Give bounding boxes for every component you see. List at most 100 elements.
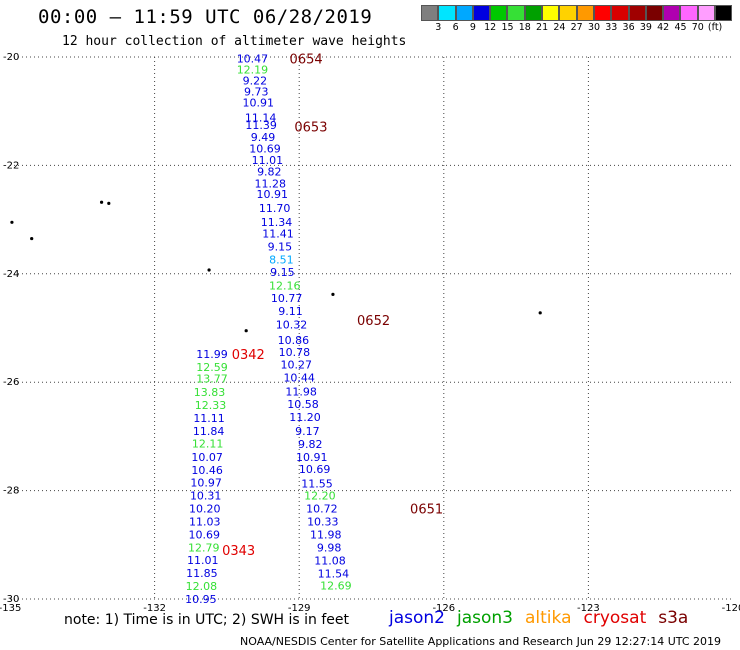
island-marker: [107, 201, 111, 205]
swh-label: 10.31: [190, 489, 222, 502]
swh-label: 13.83: [194, 386, 226, 399]
swh-label: 12.59: [196, 361, 228, 374]
swh-label: 10.32: [276, 319, 308, 332]
legend-label: 9: [469, 22, 476, 33]
swh-label: 11.28: [255, 177, 287, 190]
legend-label: 42: [657, 22, 670, 33]
y-tick-label: -28: [3, 486, 19, 497]
legend-label: 12: [484, 22, 497, 33]
legend-swatch: [507, 5, 525, 21]
legend-swatch: [472, 5, 491, 21]
pass-time-label: 0343: [222, 544, 255, 559]
swh-label: 9.82: [257, 165, 282, 178]
swh-label: 10.27: [281, 358, 313, 371]
legend-label: 33: [605, 22, 618, 33]
swh-label: 11.34: [261, 216, 293, 229]
swh-label: 10.77: [271, 292, 303, 305]
legend-label: 45: [674, 22, 687, 33]
swh-label: 12.69: [320, 579, 352, 592]
legend-label: 30: [587, 22, 601, 33]
swh-label: 9.82: [298, 438, 323, 451]
legend-swatch: [421, 5, 439, 21]
swh-label: 13.77: [196, 372, 228, 385]
chart-title: 00:00 – 11:59 UTC 06/28/2019: [38, 6, 373, 28]
swh-label: 11.20: [289, 411, 321, 424]
legend-label: 3: [435, 22, 442, 33]
swh-label: 9.17: [295, 425, 320, 438]
swh-label: 9.15: [268, 241, 293, 254]
swh-label: 10.86: [278, 334, 310, 347]
swh-label: 9.73: [244, 86, 269, 99]
pass-time-label: 0653: [294, 120, 327, 135]
island-marker: [99, 200, 104, 204]
swh-label: 11.11: [193, 412, 225, 425]
swh-label: 11.14: [245, 112, 277, 125]
legend-swatch: [593, 5, 612, 21]
legend-label: 24: [553, 22, 566, 33]
swh-label: 10.44: [283, 371, 315, 384]
legend-swatch: [697, 5, 716, 21]
legend-label: 21: [536, 22, 549, 33]
swh-label: 11.70: [259, 202, 291, 215]
footnote: note: 1) Time is in UTC; 2) SWH is in fe…: [64, 612, 350, 628]
satellite-name-jason3: jason3: [457, 608, 513, 628]
swh-label: 10.69: [299, 463, 331, 476]
swh-label: 10.33: [307, 515, 339, 528]
swh-label: 10.69: [249, 143, 281, 156]
legend-swatch: [542, 5, 560, 21]
legend-swatch: [455, 5, 473, 21]
swh-label: 11.39: [245, 119, 277, 132]
swh-label: 11.85: [186, 567, 218, 580]
swh-label: 12.20: [304, 489, 336, 502]
pass-time-label: 0651: [410, 502, 443, 517]
legend-swatch: [715, 5, 733, 21]
swh-label: 11.99: [196, 348, 228, 361]
x-tick-label: -126: [432, 603, 455, 614]
swh-label: 12.19: [237, 63, 269, 76]
legend-label: 27: [570, 22, 583, 33]
swh-label: 11.01: [252, 154, 284, 167]
swh-label: 10.95: [185, 593, 217, 606]
swh-label: 9.98: [317, 542, 342, 555]
swh-label: 11.54: [318, 568, 350, 581]
swh-label: 11.98: [285, 385, 317, 398]
pass-time-label: 0654: [290, 53, 323, 68]
swh-label: 10.20: [189, 502, 221, 515]
legend-label: 18: [518, 22, 531, 33]
swh-label: 12.16: [269, 280, 301, 293]
legend-label: 36: [622, 22, 635, 33]
swh-label: 10.47: [237, 53, 269, 66]
credit-line: NOAA/NESDIS Center for Satellite Applica…: [240, 635, 722, 648]
swh-label: 10.58: [287, 398, 319, 411]
island-marker: [207, 268, 211, 272]
swh-label: 12.79: [188, 542, 220, 555]
legend-label: 39: [639, 22, 652, 33]
y-tick-label: -20: [3, 52, 19, 63]
satellite-legend: jason2 jason3 altika cryosat s3a: [389, 608, 700, 628]
swh-label: 11.55: [301, 478, 333, 491]
satellite-name-jason2: jason2: [389, 608, 445, 628]
satellite-name-s3a: s3a: [658, 608, 689, 628]
swh-label: 9.15: [270, 266, 295, 279]
island-marker: [244, 329, 248, 333]
swh-label: 9.11: [278, 305, 303, 318]
y-tick-label: -24: [3, 269, 19, 280]
swh-label: 10.69: [188, 529, 220, 542]
island-marker: [331, 292, 335, 296]
x-tick-label: -132: [143, 603, 166, 614]
swh-label: 10.07: [191, 451, 223, 464]
swh-label: 10.72: [306, 502, 338, 515]
island-marker: [538, 311, 542, 315]
swh-label: 10.91: [242, 97, 274, 110]
swh-label: 10.91: [256, 188, 288, 201]
pass-time-label: 0652: [357, 314, 390, 329]
legend-swatch: [611, 5, 629, 21]
swh-label: 11.84: [193, 425, 225, 438]
satellite-name-cryosat: cryosat: [583, 608, 647, 628]
swh-label: 9.22: [243, 74, 268, 87]
legend-swatch: [663, 5, 681, 21]
legend-swatch: [628, 5, 646, 21]
legend-swatch: [645, 5, 664, 21]
legend-swatch: [559, 5, 577, 21]
